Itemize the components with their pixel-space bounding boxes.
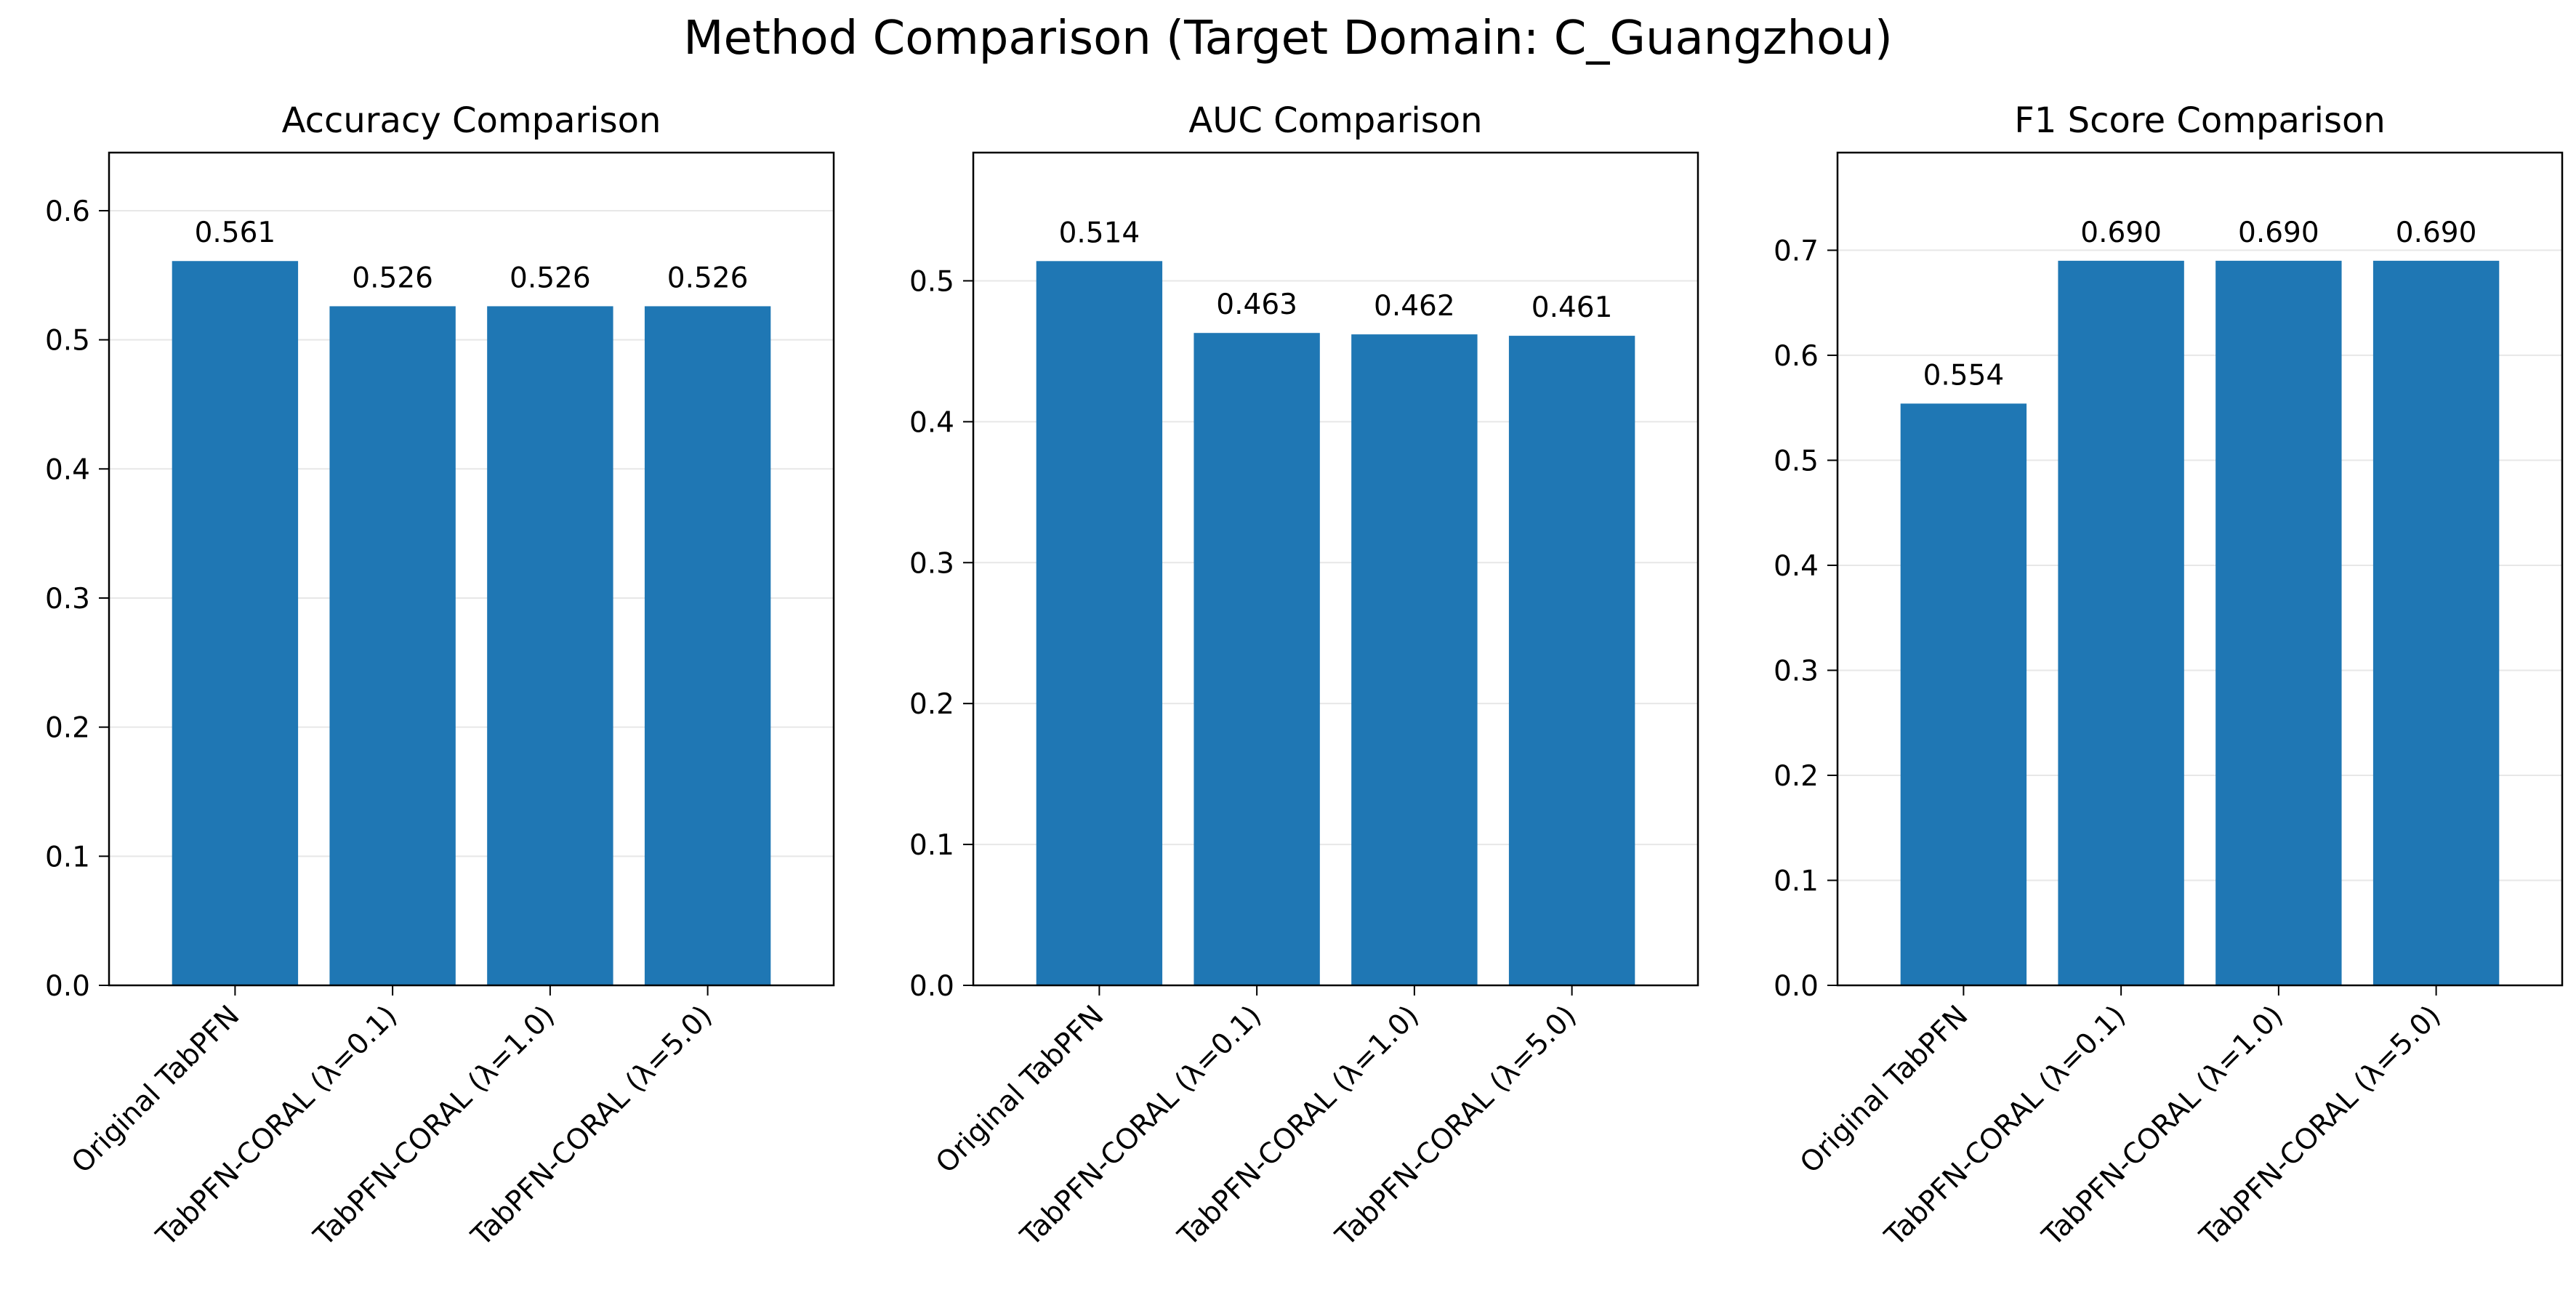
bar-value-label: 0.526 [510,262,591,294]
bar [1036,261,1163,985]
y-tick-label: 0.5 [45,325,90,358]
bar-value-label: 0.554 [1923,359,2005,392]
bar [2372,260,2500,985]
axes-frame [972,151,1699,987]
y-tick-label: 0.0 [45,970,90,1003]
y-tick-label: 0.1 [909,829,954,862]
bar [487,306,613,985]
y-tick-label: 0.2 [1774,760,1819,793]
y-tick-label: 0.1 [1774,865,1819,897]
bar-value-label: 0.690 [2396,217,2477,249]
y-tick-label: 0.5 [909,265,954,298]
bar-value-label: 0.463 [1216,288,1297,321]
y-tick-label: 0.0 [909,970,954,1003]
axes-frame [1836,151,2564,987]
y-tick-label: 0.3 [909,547,954,580]
y-tick-label: 0.1 [45,841,90,873]
bar [172,261,299,985]
axes-frame [108,151,835,987]
y-tick-label: 0.2 [45,712,90,745]
bar [2215,260,2342,985]
bar-value-label: 0.526 [352,262,433,294]
bar-value-label: 0.690 [2080,217,2162,249]
y-tick-label: 0.4 [45,453,90,486]
bar-value-label: 0.514 [1059,217,1140,249]
bar [329,306,456,985]
bar [1900,403,2027,985]
bar-value-label: 0.526 [667,262,749,294]
y-tick-label: 0.6 [1774,340,1819,373]
y-tick-label: 0.0 [1774,970,1819,1003]
figure-title: Method Comparison (Target Domain: C_Guan… [683,12,1893,65]
bar [1351,334,1478,986]
bar [1508,336,1635,986]
bar-value-label: 0.690 [2238,217,2319,249]
bar [644,306,771,985]
y-tick-label: 0.4 [909,406,954,439]
y-tick-label: 0.2 [909,688,954,721]
y-tick-label: 0.7 [1774,235,1819,267]
bar-value-label: 0.561 [195,217,276,249]
bar [1194,333,1320,986]
panel-title: F1 Score Comparison [2014,100,2386,141]
bar-value-label: 0.462 [1374,290,1455,323]
y-tick-label: 0.3 [45,583,90,615]
panel-title: Accuracy Comparison [282,100,661,141]
y-tick-label: 0.5 [1774,445,1819,477]
y-tick-label: 0.4 [1774,550,1819,583]
y-tick-label: 0.6 [45,195,90,228]
y-tick-label: 0.3 [1774,655,1819,687]
bar [2058,260,2184,985]
bar-value-label: 0.461 [1531,291,1613,324]
panel-title: AUC Comparison [1188,100,1482,141]
